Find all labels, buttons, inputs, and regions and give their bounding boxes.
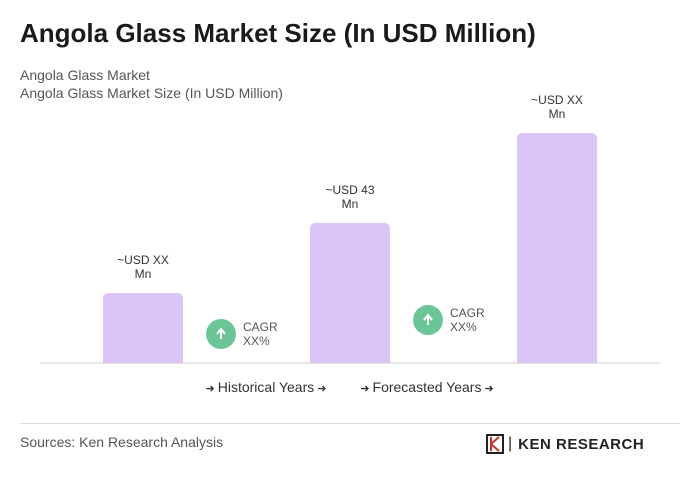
value-label: ~USD 43 Mn <box>325 182 375 211</box>
subtitle: Angola Glass Market Size (In USD Million… <box>20 85 283 101</box>
bar <box>310 222 390 363</box>
cagr-label: CAGR XX% <box>450 306 485 334</box>
subtitle: Angola Glass Market <box>20 67 150 83</box>
divider <box>20 423 680 424</box>
chart-title: Angola Glass Market Size (In USD Million… <box>20 18 536 48</box>
bar <box>103 292 183 363</box>
source: Sources: Ken Research Analysis <box>20 434 224 450</box>
logo: | KEN RESEARCH <box>486 433 644 455</box>
period-label: Historical Years <box>205 379 326 395</box>
logo-text: KEN RESEARCH <box>518 435 645 453</box>
cagr-label: CAGR XX% <box>243 320 278 348</box>
value-label: ~USD XX Mn <box>117 252 169 281</box>
logo-icon <box>486 434 504 454</box>
cagr-arrow <box>216 327 226 339</box>
value-label: ~USD XX Mn <box>531 93 583 121</box>
period-label: Forecasted Years <box>360 379 494 395</box>
bar <box>517 133 597 363</box>
cagr-arrow <box>423 313 433 325</box>
